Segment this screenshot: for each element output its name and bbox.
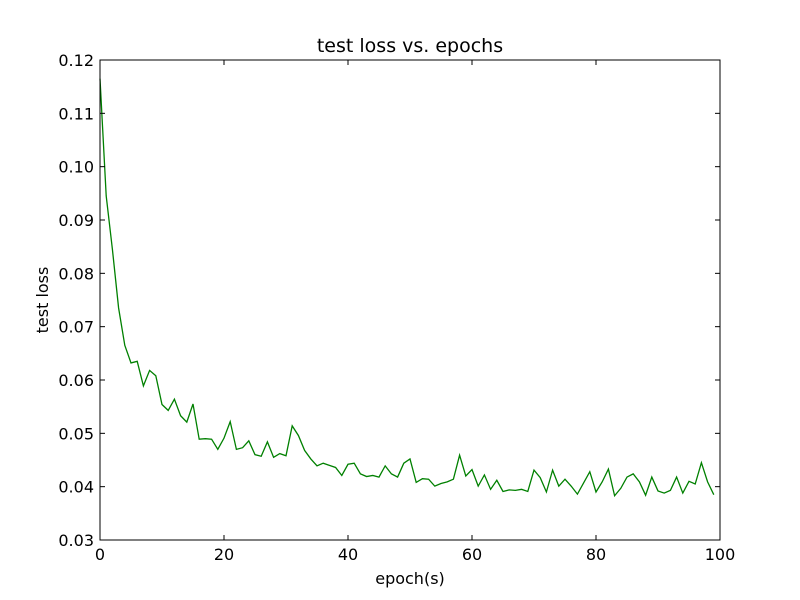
y-tick-label: 0.12 (58, 51, 94, 70)
y-tick-label: 0.10 (58, 158, 94, 177)
y-tick-label: 0.06 (58, 371, 94, 390)
y-axis: 0.03 0.04 0.05 0.06 0.07 0.08 0.09 0.10 0.11 0.12 (58, 51, 720, 550)
y-tick-label: 0.04 (58, 478, 94, 497)
x-axis-label: epoch(s) (375, 569, 445, 588)
y-tick-label: 0.03 (58, 531, 94, 550)
plot-area (99, 59, 721, 541)
chart-title: test loss vs. epochs (317, 35, 503, 57)
y-tick-label: 0.05 (58, 424, 94, 443)
x-axis: 0 20 40 60 80 100 (95, 60, 735, 564)
y-axis-label: test loss (33, 267, 52, 334)
x-tick-label: 60 (462, 545, 482, 564)
y-tick-label: 0.08 (58, 264, 94, 283)
y-tick-label: 0.09 (58, 211, 94, 230)
y-tick-label: 0.07 (58, 318, 94, 337)
axes-frame (99, 59, 721, 541)
x-tick-label: 20 (214, 545, 234, 564)
x-tick-label: 40 (338, 545, 358, 564)
series-line (99, 78, 715, 498)
x-tick-label: 80 (586, 545, 606, 564)
x-tick-label: 0 (95, 545, 105, 564)
x-tick-label: 100 (705, 545, 736, 564)
y-tick-label: 0.11 (58, 104, 94, 123)
